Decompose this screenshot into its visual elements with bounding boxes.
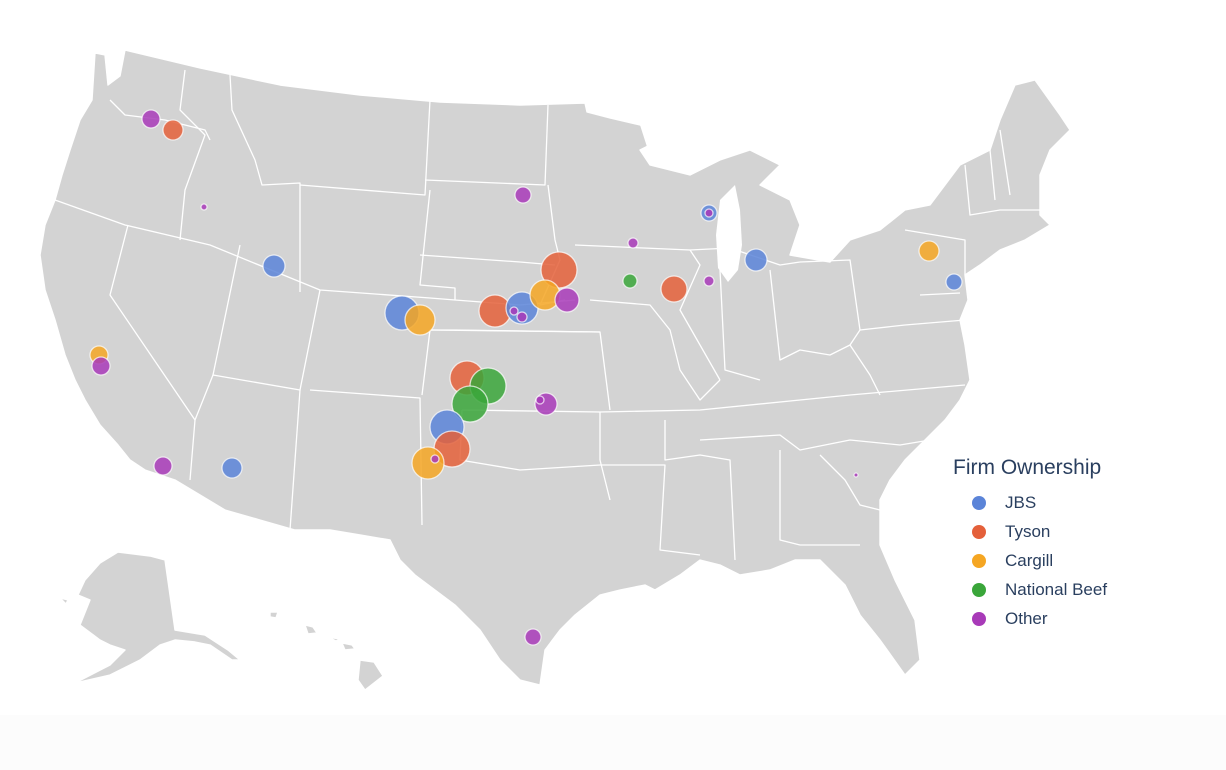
legend-dot-icon [972,495,986,510]
plant-marker-other[interactable] [627,237,639,249]
plant-marker-jbs[interactable] [945,273,963,291]
legend-label: Tyson [1005,521,1051,541]
legend-item-cargill[interactable]: Cargill [972,546,1107,575]
plant-marker-other[interactable] [141,109,161,129]
plant-marker-cargill[interactable] [918,240,940,262]
plant-marker-other[interactable] [153,456,173,476]
legend-item-national-beef[interactable]: National Beef [972,575,1107,604]
legend-item-other[interactable]: Other [972,604,1107,633]
plant-bubbles [89,109,963,646]
plant-marker-other[interactable] [514,186,532,204]
hawaii [269,611,384,691]
legend: Firm Ownership JBS Tyson Cargill Nationa… [953,456,1107,633]
legend-title: Firm Ownership [953,456,1102,479]
state-borders [54,69,1040,561]
legend-label: Other [1005,608,1048,628]
plant-marker-tyson[interactable] [540,251,578,289]
plant-marker-cargill[interactable] [404,304,436,336]
legend-label: Cargill [1005,550,1054,570]
lake-huron-erie [775,175,872,262]
contiguous-us-landmass [39,49,1071,686]
lake-superior [640,120,770,172]
plant-marker-other[interactable] [516,311,528,323]
alaska [74,551,241,684]
legend-dot-icon [972,611,986,626]
lake-michigan [716,185,742,282]
legend-dot-icon [972,553,986,568]
plant-marker-other[interactable] [200,203,208,211]
plant-marker-other[interactable] [704,208,714,218]
plant-marker-jbs[interactable] [221,457,243,479]
plant-marker-other[interactable] [554,287,580,313]
plant-marker-other[interactable] [703,275,715,287]
plant-marker-jbs[interactable] [744,248,768,272]
alaska-island [59,597,69,605]
plant-marker-national-beef[interactable] [622,273,638,289]
plant-marker-cargill[interactable] [411,446,445,480]
plant-marker-jbs[interactable] [262,254,286,278]
plant-marker-other[interactable] [509,306,519,316]
plant-marker-other[interactable] [853,472,859,478]
plant-marker-other[interactable] [535,395,545,405]
legend-dot-icon [972,582,986,597]
plant-marker-national-beef[interactable] [451,385,489,423]
plant-marker-tyson[interactable] [660,275,688,303]
plant-marker-tyson[interactable] [162,119,184,141]
plant-marker-other[interactable] [91,356,111,376]
legend-item-jbs[interactable]: JBS [972,488,1107,517]
plant-marker-other[interactable] [430,454,440,464]
bottom-band [0,715,1226,770]
legend-label: JBS [1005,492,1037,512]
plant-marker-other[interactable] [524,628,542,646]
legend-item-tyson[interactable]: Tyson [972,517,1107,546]
legend-dot-icon [972,524,986,539]
legend-label: National Beef [1005,579,1108,599]
